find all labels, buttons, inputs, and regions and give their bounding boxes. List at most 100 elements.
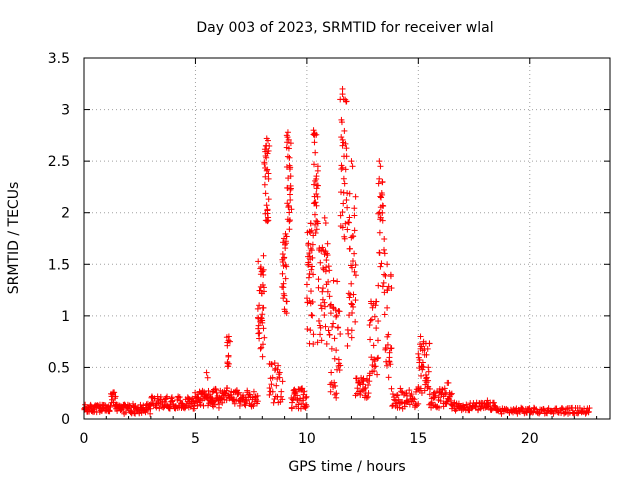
data-point: [147, 410, 154, 417]
data-point: [176, 394, 183, 401]
data-point: [265, 196, 272, 203]
data-point: [367, 317, 374, 324]
data-point: [340, 175, 347, 182]
data-point: [351, 205, 358, 212]
data-point: [333, 390, 340, 397]
data-point: [151, 395, 158, 402]
data-point: [276, 369, 283, 376]
data-point: [331, 335, 338, 342]
data-point: [384, 287, 391, 294]
data-point: [255, 258, 262, 265]
data-point: [356, 380, 363, 387]
data-point: [348, 327, 355, 334]
data-point: [348, 280, 355, 287]
data-point: [265, 170, 272, 177]
data-point: [384, 341, 391, 348]
data-point: [323, 257, 330, 264]
data-point: [268, 381, 275, 388]
data-point: [224, 385, 231, 392]
data-point: [367, 336, 374, 343]
data-point: [254, 305, 261, 312]
data-point: [212, 386, 219, 393]
data-point: [411, 396, 418, 403]
data-point: [341, 127, 348, 134]
data-point: [425, 377, 432, 384]
data-point: [341, 235, 348, 242]
data-point: [424, 385, 431, 392]
data-point: [312, 149, 319, 156]
data-point: [282, 230, 289, 237]
data-point: [582, 410, 589, 417]
data-point: [312, 199, 319, 206]
data-point: [384, 261, 391, 268]
data-point: [283, 263, 290, 270]
data-point: [286, 226, 293, 233]
data-point: [353, 375, 360, 382]
data-point: [378, 260, 385, 267]
data-point: [281, 292, 288, 299]
data-point: [324, 288, 331, 295]
data-point: [280, 295, 287, 302]
data-point: [365, 390, 372, 397]
data-point: [299, 385, 306, 392]
y-axis-label: SRMTID / TECUs: [6, 182, 22, 295]
data-point: [365, 382, 372, 389]
data-point: [112, 393, 119, 400]
data-point: [324, 240, 331, 247]
data-point: [263, 135, 270, 142]
data-point: [324, 252, 331, 259]
data-point: [346, 294, 353, 301]
x-tick-label: 20: [521, 431, 539, 447]
data-point: [443, 399, 450, 406]
data-point: [314, 220, 321, 227]
data-point: [303, 403, 310, 410]
data-point: [264, 166, 271, 173]
data-point: [310, 341, 317, 348]
data-point: [337, 331, 344, 338]
data-point: [383, 362, 390, 369]
data-point: [417, 385, 424, 392]
y-tick-label: 1.5: [48, 257, 70, 273]
data-point: [376, 175, 383, 182]
data-point: [223, 387, 230, 394]
data-point: [325, 278, 332, 285]
data-point: [344, 190, 351, 197]
data-point: [395, 396, 402, 403]
data-point: [259, 341, 266, 348]
data-point: [266, 391, 273, 398]
data-point: [305, 261, 312, 268]
data-point: [475, 406, 482, 413]
data-point: [373, 298, 380, 305]
data-point: [287, 140, 294, 147]
data-point: [385, 331, 392, 338]
data-point: [379, 178, 386, 185]
data-point: [314, 167, 321, 174]
data-point: [287, 186, 294, 193]
data-point: [311, 211, 318, 218]
data-point: [344, 204, 351, 211]
data-point: [381, 246, 388, 253]
data-point: [352, 193, 359, 200]
data-point: [346, 214, 353, 221]
data-point: [313, 202, 320, 209]
data-point: [379, 191, 386, 198]
data-point: [416, 356, 423, 363]
data-point: [377, 263, 384, 270]
data-point: [344, 342, 351, 349]
data-point: [375, 318, 382, 325]
data-point: [309, 312, 316, 319]
data-point: [465, 406, 472, 413]
data-point: [436, 404, 443, 411]
data-point: [327, 310, 334, 317]
data-point: [127, 409, 134, 416]
data-point: [302, 401, 309, 408]
x-tick-label: 0: [80, 431, 89, 447]
data-point: [337, 362, 344, 369]
y-tick-label: 2.5: [48, 154, 70, 170]
data-point: [340, 96, 347, 103]
data-point: [319, 288, 326, 295]
data-point: [357, 391, 364, 398]
data-point: [321, 299, 328, 306]
data-point: [264, 206, 271, 213]
data-point: [271, 396, 278, 403]
